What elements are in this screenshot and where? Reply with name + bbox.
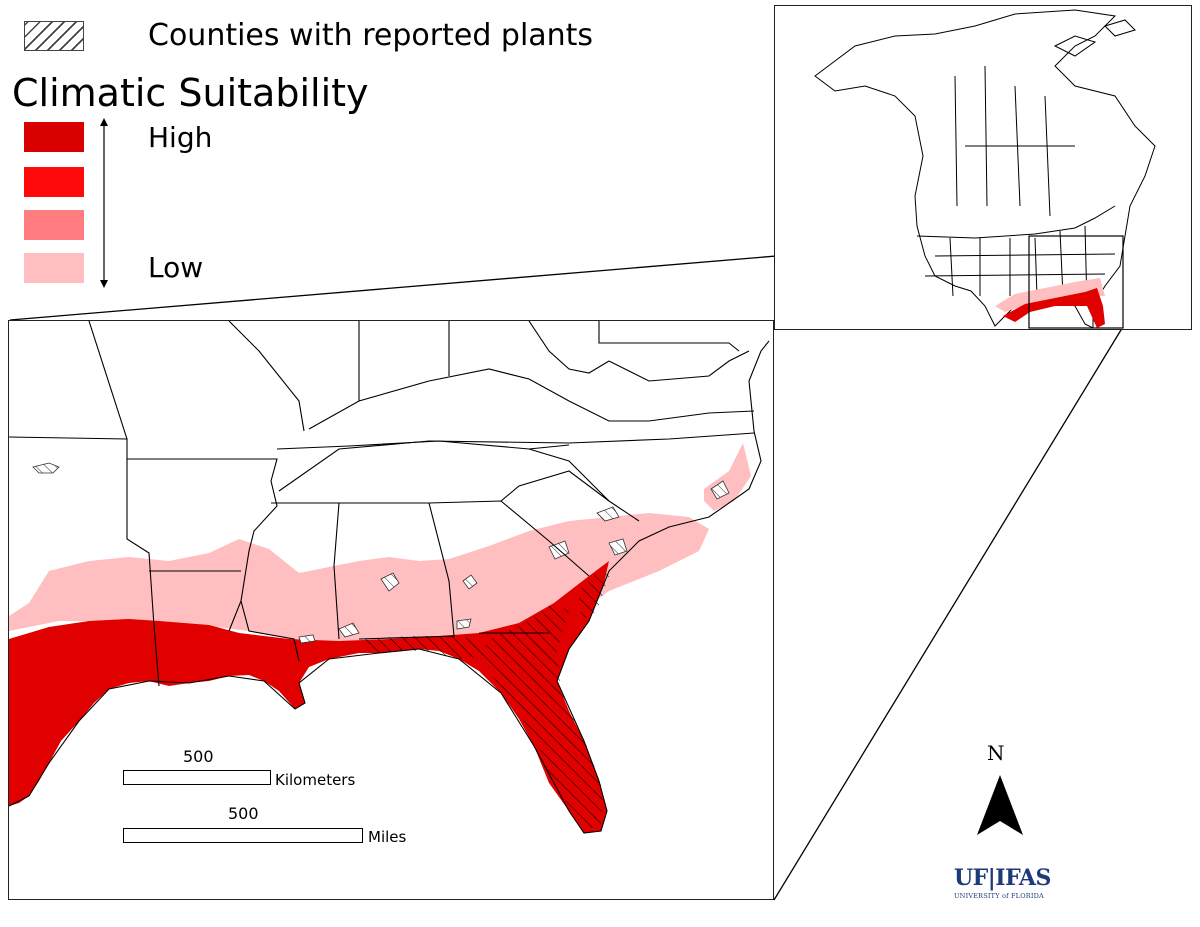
legend-range-arrow-icon bbox=[100, 118, 108, 288]
hatched-county bbox=[456, 618, 472, 630]
north-america-outline bbox=[814, 9, 1156, 329]
hatched-county bbox=[32, 462, 60, 474]
inset-map bbox=[774, 5, 1192, 330]
legend-swatch-2 bbox=[24, 167, 84, 197]
inset-suitability-high bbox=[1003, 288, 1105, 328]
legend-low-label: Low bbox=[148, 251, 204, 284]
hatched-county bbox=[462, 574, 478, 590]
legend-swatch-4 bbox=[24, 253, 84, 283]
low-suitability-zone bbox=[9, 513, 709, 641]
inset-zoom-box bbox=[1028, 235, 1124, 329]
legend-swatch-3 bbox=[24, 210, 84, 240]
state-boundaries bbox=[9, 321, 770, 834]
scale-bar-mi-unit: Miles bbox=[368, 828, 407, 846]
legend-swatch-1 bbox=[24, 122, 84, 152]
north-america-map bbox=[814, 9, 1156, 329]
scale-bar-mi-value: 500 bbox=[228, 804, 259, 823]
scale-bar-km bbox=[123, 770, 271, 785]
reported-counties-hatch-sc bbox=[579, 569, 609, 621]
scale-bar-mi bbox=[123, 828, 363, 843]
inset-suitability-low bbox=[995, 278, 1105, 312]
reported-counties-hatch bbox=[479, 603, 603, 829]
hatched-county bbox=[710, 480, 730, 500]
north-arrow-label: N bbox=[987, 741, 1005, 765]
legend-hatch-swatch bbox=[24, 21, 84, 51]
low-suitability-nc-coast bbox=[704, 443, 751, 511]
uf-ifas-logo: UF|IFAS bbox=[954, 865, 1051, 891]
legend-high-label: High bbox=[148, 121, 213, 154]
hatched-county bbox=[298, 634, 316, 644]
main-map: 500 Kilometers 500 Miles bbox=[8, 320, 774, 900]
legend-title: Climatic Suitability bbox=[12, 71, 369, 115]
hatched-county bbox=[338, 622, 360, 638]
southeast-us-map bbox=[9, 321, 770, 834]
uf-ifas-logo-subtitle: UNIVERSITY of FLORIDA bbox=[954, 892, 1044, 900]
hatched-county bbox=[596, 506, 620, 522]
reported-counties-hatch-panhandle bbox=[359, 636, 484, 659]
legend-hatch-label: Counties with reported plants bbox=[148, 18, 594, 53]
scale-bar-km-unit: Kilometers bbox=[275, 771, 356, 789]
north-arrow-icon bbox=[977, 775, 1023, 835]
hatched-county bbox=[608, 538, 628, 556]
high-suitability-zone bbox=[9, 561, 609, 833]
hatched-county bbox=[380, 572, 400, 592]
scale-bar-km-value: 500 bbox=[183, 747, 214, 766]
